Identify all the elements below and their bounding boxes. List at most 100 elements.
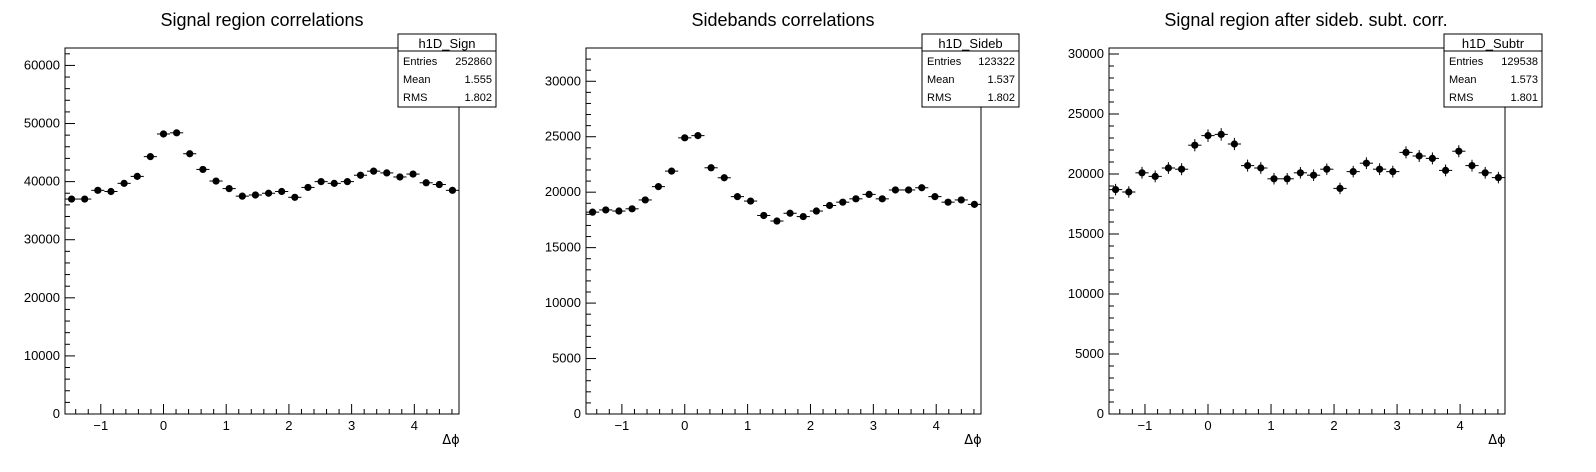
- data-marker: [707, 164, 715, 172]
- data-point: [1412, 150, 1426, 162]
- x-tick-label: 0: [160, 418, 167, 433]
- data-point: [1148, 170, 1162, 183]
- data-marker: [330, 179, 338, 187]
- data-marker: [773, 217, 781, 225]
- data-point: [915, 184, 929, 192]
- data-point: [1214, 128, 1228, 141]
- data-marker: [67, 195, 76, 203]
- data-point: [445, 186, 460, 194]
- data-marker: [159, 130, 168, 138]
- data-marker: [1204, 132, 1212, 140]
- data-point: [1201, 129, 1215, 142]
- plot-frame: [585, 47, 982, 415]
- data-marker: [396, 173, 404, 181]
- y-tick-label: 15000: [1068, 226, 1104, 241]
- y-tick-label: 10000: [24, 348, 60, 363]
- data-marker: [1230, 140, 1239, 148]
- data-point: [612, 207, 626, 215]
- data-point: [248, 191, 263, 199]
- data-point: [585, 208, 600, 216]
- stats-row-value: 1.802: [987, 92, 1015, 104]
- x-tick-label: 2: [285, 418, 292, 433]
- data-marker: [1481, 169, 1489, 177]
- data-marker: [1111, 186, 1120, 194]
- y-tick-label: 5000: [552, 351, 581, 366]
- pad-title: Sidebands correlations: [691, 10, 874, 30]
- y-tick-label: 60000: [24, 57, 60, 72]
- data-marker: [825, 201, 834, 210]
- data-point: [704, 164, 718, 172]
- data-marker: [1389, 168, 1397, 176]
- y-tick-label: 5000: [1075, 346, 1104, 361]
- data-marker: [120, 179, 128, 187]
- data-marker: [422, 179, 430, 187]
- data-point: [809, 207, 824, 215]
- data-point: [1320, 163, 1334, 175]
- data-marker: [1296, 169, 1305, 177]
- stats-row-value: 252860: [455, 56, 492, 68]
- data-marker: [641, 196, 649, 204]
- data-point: [143, 153, 157, 161]
- data-point: [638, 196, 652, 204]
- data-marker: [1455, 147, 1463, 155]
- y-tick-label: 20000: [24, 290, 60, 305]
- y-tick-label: 20000: [545, 184, 581, 199]
- data-point: [235, 192, 249, 200]
- x-tick-label: 4: [411, 418, 418, 433]
- data-marker: [1494, 174, 1503, 182]
- stats-row-value: 1.573: [1510, 74, 1538, 86]
- data-marker: [435, 180, 443, 189]
- data-marker: [356, 171, 365, 179]
- data-marker: [343, 178, 351, 186]
- stats-frame: [1443, 33, 1543, 108]
- data-point: [730, 193, 745, 201]
- data-marker: [1283, 175, 1291, 183]
- data-point: [1188, 139, 1202, 152]
- data-point: [288, 193, 302, 201]
- data-point: [1333, 182, 1347, 195]
- data-point: [380, 169, 394, 177]
- data-point: [432, 180, 446, 189]
- y-tick-label: 15000: [545, 240, 581, 255]
- data-marker: [970, 200, 979, 208]
- data-marker: [891, 186, 900, 194]
- data-marker: [1336, 184, 1344, 192]
- pad-title: Signal region correlations: [160, 10, 363, 30]
- data-point: [1478, 166, 1492, 179]
- data-point: [1346, 165, 1360, 178]
- data-marker: [865, 190, 873, 198]
- data-point: [941, 198, 955, 206]
- data-point: [1240, 159, 1255, 172]
- data-point: [117, 179, 131, 187]
- stats-histogram-name: h1D_Subtr: [1462, 36, 1525, 51]
- data-point: [1359, 157, 1374, 170]
- data-point: [599, 206, 613, 214]
- data-marker: [694, 132, 702, 140]
- plot-frame: [1108, 47, 1506, 415]
- data-marker: [918, 184, 926, 192]
- data-point: [1438, 164, 1453, 177]
- data-point: [170, 129, 184, 137]
- x-tick-label: 1: [744, 418, 751, 433]
- data-point: [665, 167, 679, 175]
- stats-row-label: Entries: [1449, 56, 1484, 68]
- data-point: [625, 205, 639, 213]
- stats-frame: [921, 33, 1020, 108]
- data-marker: [588, 208, 597, 216]
- data-marker: [225, 184, 233, 193]
- data-marker: [681, 134, 689, 142]
- data-point: [261, 189, 276, 197]
- y-tick-label: 10000: [1068, 286, 1104, 301]
- data-marker: [733, 193, 742, 201]
- data-point: [1122, 186, 1136, 198]
- data-marker: [628, 205, 636, 213]
- x-tick-label: −1: [93, 418, 108, 433]
- data-marker: [720, 174, 728, 182]
- data-marker: [1164, 164, 1173, 172]
- plot-frame: [64, 47, 460, 415]
- data-point: [314, 178, 328, 186]
- x-tick-label: 3: [348, 418, 355, 433]
- data-point: [862, 190, 876, 198]
- data-marker: [238, 192, 246, 200]
- stats-row-label: Entries: [403, 56, 438, 68]
